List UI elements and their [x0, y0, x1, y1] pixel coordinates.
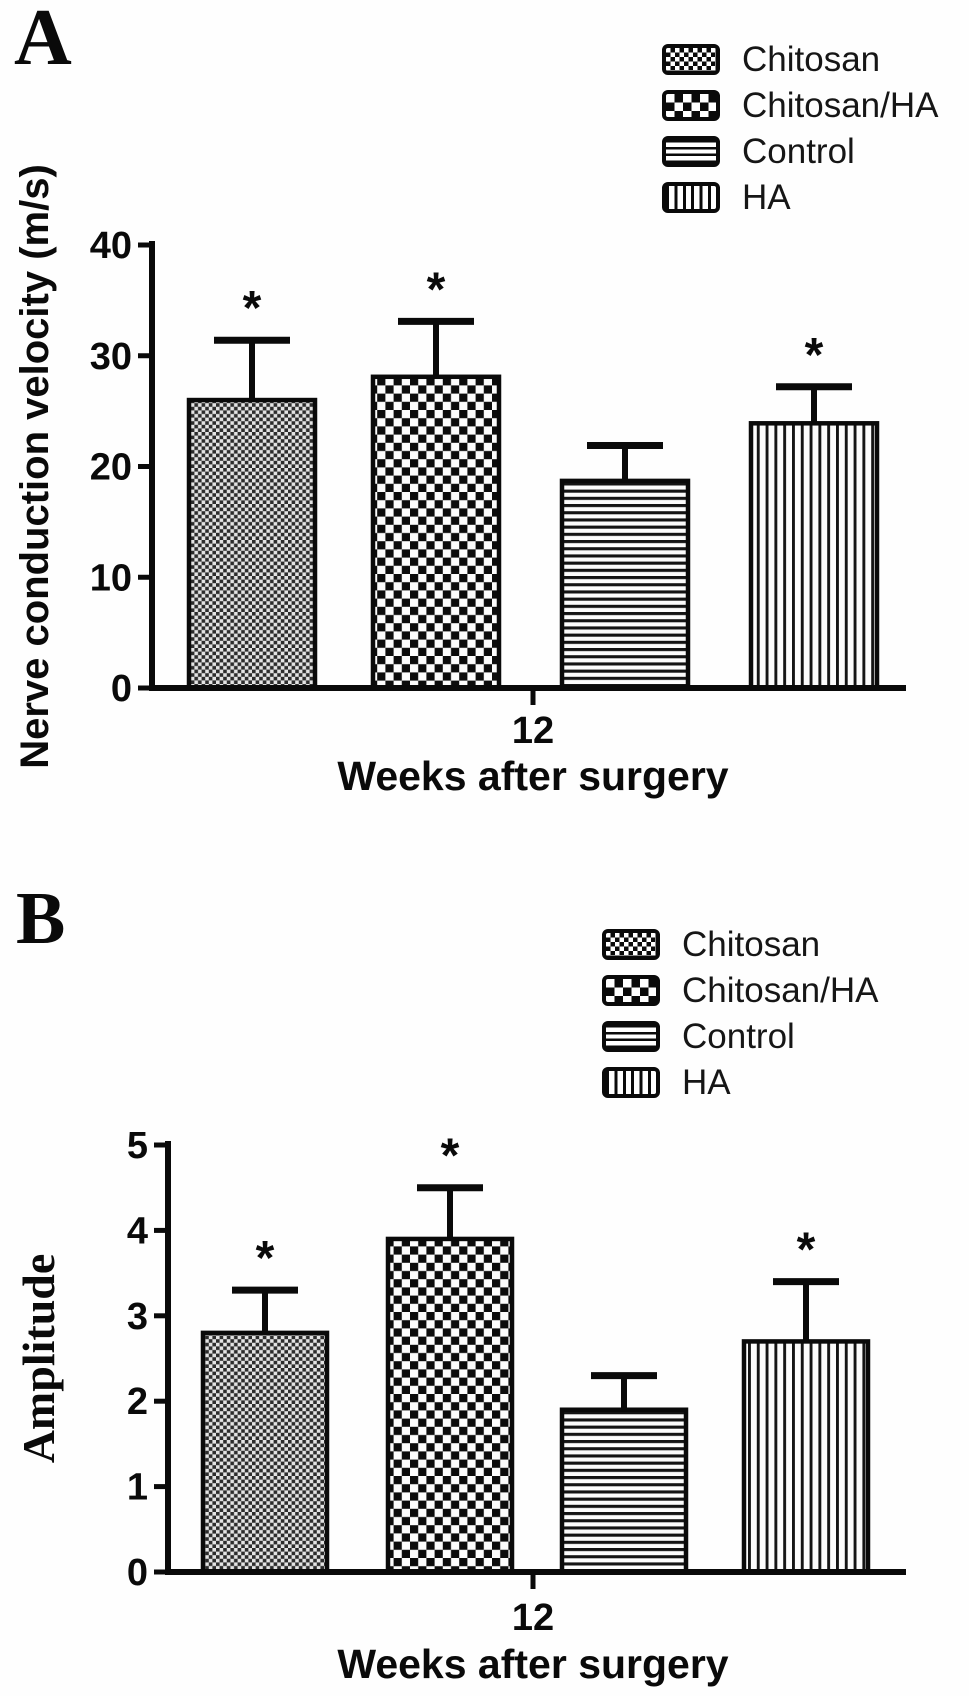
- y-axis-title: Amplitude: [13, 1254, 64, 1464]
- legend-item-chitosan-ha: Chitosan/HA: [602, 971, 879, 1010]
- legend-label: HA: [682, 1063, 731, 1102]
- legend-item-chitosan: Chitosan: [662, 40, 938, 79]
- y-tick-label: 0: [111, 668, 132, 710]
- coarse-checker-swatch-icon: [662, 90, 720, 121]
- y-tick-label: 4: [127, 1210, 148, 1252]
- panel-b-legend: Chitosan Chitosan/HA Control HA: [602, 925, 879, 1113]
- x-axis-title: Weeks after surgery: [337, 1641, 728, 1687]
- panel-a-letter: A: [14, 0, 72, 82]
- legend-item-ha: HA: [662, 178, 938, 217]
- bar-chitosan-ha: [370, 374, 502, 691]
- legend-label: Chitosan: [742, 40, 881, 79]
- legend-label: Control: [682, 1017, 795, 1056]
- vertical-stripes-swatch-icon: [602, 1067, 660, 1098]
- legend-label: Chitosan/HA: [682, 971, 879, 1010]
- y-tick-label: 1: [127, 1467, 148, 1509]
- y-axis-title: Nerve conduction velocity (m/s): [13, 164, 57, 769]
- legend-item-control: Control: [602, 1017, 878, 1056]
- legend-label: Chitosan: [682, 925, 821, 964]
- legend-label: Chitosan/HA: [742, 86, 939, 125]
- vertical-stripes-swatch-icon: [662, 182, 720, 213]
- bar-chitosan: [200, 1330, 330, 1575]
- fine-checker-swatch-icon: [602, 929, 660, 960]
- y-tick-label: 5: [127, 1125, 148, 1167]
- significance-star: *: [797, 1224, 816, 1277]
- y-tick-label: 40: [90, 225, 132, 267]
- significance-star: *: [256, 1232, 275, 1285]
- horizontal-stripes-swatch-icon: [602, 1021, 660, 1052]
- bar-chitosan-ha: [385, 1236, 515, 1575]
- x-tick-label: 12: [512, 710, 554, 752]
- y-tick-label: 0: [127, 1552, 148, 1594]
- significance-star: *: [441, 1130, 460, 1183]
- y-tick-label: 30: [90, 336, 132, 378]
- legend-item-chitosan: Chitosan: [602, 925, 878, 964]
- bar-ha: [741, 1339, 871, 1575]
- panel-a-legend: Chitosan Chitosan/HA Control HA: [662, 40, 939, 228]
- coarse-checker-swatch-icon: [602, 975, 660, 1006]
- significance-star: *: [427, 263, 446, 316]
- y-tick-label: 20: [90, 447, 132, 489]
- legend-label: HA: [742, 178, 791, 217]
- legend-item-chitosan-ha: Chitosan/HA: [662, 86, 939, 125]
- panel-b-letter: B: [16, 878, 66, 960]
- fine-checker-swatch-icon: [662, 44, 720, 75]
- x-axis-title: Weeks after surgery: [337, 753, 728, 799]
- bar-ha: [748, 421, 880, 691]
- legend-item-ha: HA: [602, 1063, 878, 1102]
- bar-chitosan: [186, 397, 318, 691]
- significance-star: *: [805, 329, 824, 382]
- y-tick-label: 2: [127, 1381, 148, 1423]
- y-tick-label: 10: [90, 557, 132, 599]
- legend-item-control: Control: [662, 132, 938, 171]
- y-tick-label: 3: [127, 1296, 148, 1338]
- bar-control: [559, 1407, 689, 1575]
- horizontal-stripes-swatch-icon: [662, 136, 720, 167]
- x-tick-label: 12: [512, 1597, 554, 1639]
- significance-star: *: [243, 282, 262, 335]
- bar-control: [559, 478, 691, 691]
- legend-label: Control: [742, 132, 855, 171]
